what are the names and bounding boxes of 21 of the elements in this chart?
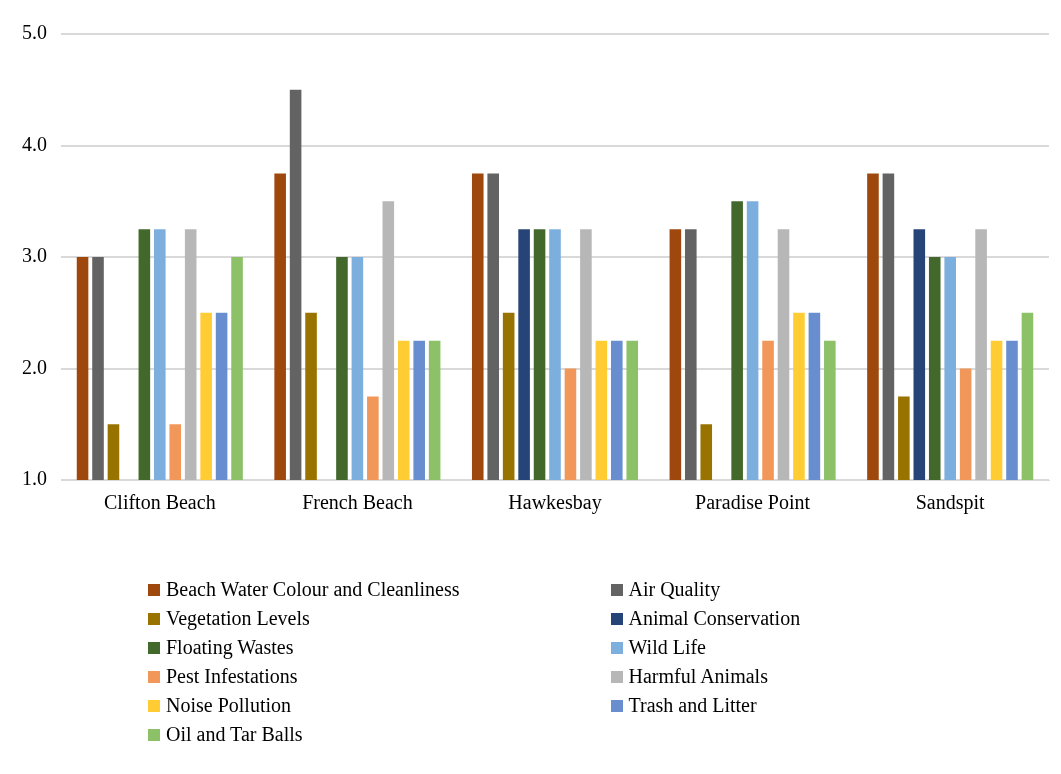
x-tick-label: Clifton Beach [103, 491, 216, 514]
y-tick-label: 1.0 [22, 467, 47, 490]
x-tick-label: Paradise Point [695, 491, 811, 514]
legend-label: Vegetation Levels [166, 607, 310, 630]
legend-label: Air Quality [628, 578, 721, 601]
y-tick-label: 5.0 [22, 21, 47, 44]
legend-label: Harmful Animals [628, 665, 768, 688]
legend-label: Floating Wastes [166, 636, 294, 659]
y-tick-label: 2.0 [22, 355, 47, 378]
legend-label: Wild Life [628, 636, 706, 659]
legend-label: Trash and Litter [628, 694, 757, 717]
x-tick-label: French Beach [302, 491, 413, 514]
x-tick-label: Hawkesbay [508, 491, 602, 515]
x-tick-label: Sandspit [915, 491, 986, 515]
legend-label: Beach Water Colour and Cleanliness [166, 578, 460, 601]
legend-label: Animal Conservation [628, 607, 801, 630]
y-tick-label: 3.0 [22, 244, 47, 267]
legend-label: Noise Pollution [166, 694, 292, 717]
legend-label: Pest Infestations [166, 665, 298, 688]
y-tick-label: 4.0 [22, 132, 47, 155]
legend-label: Oil and Tar Balls [166, 723, 303, 746]
